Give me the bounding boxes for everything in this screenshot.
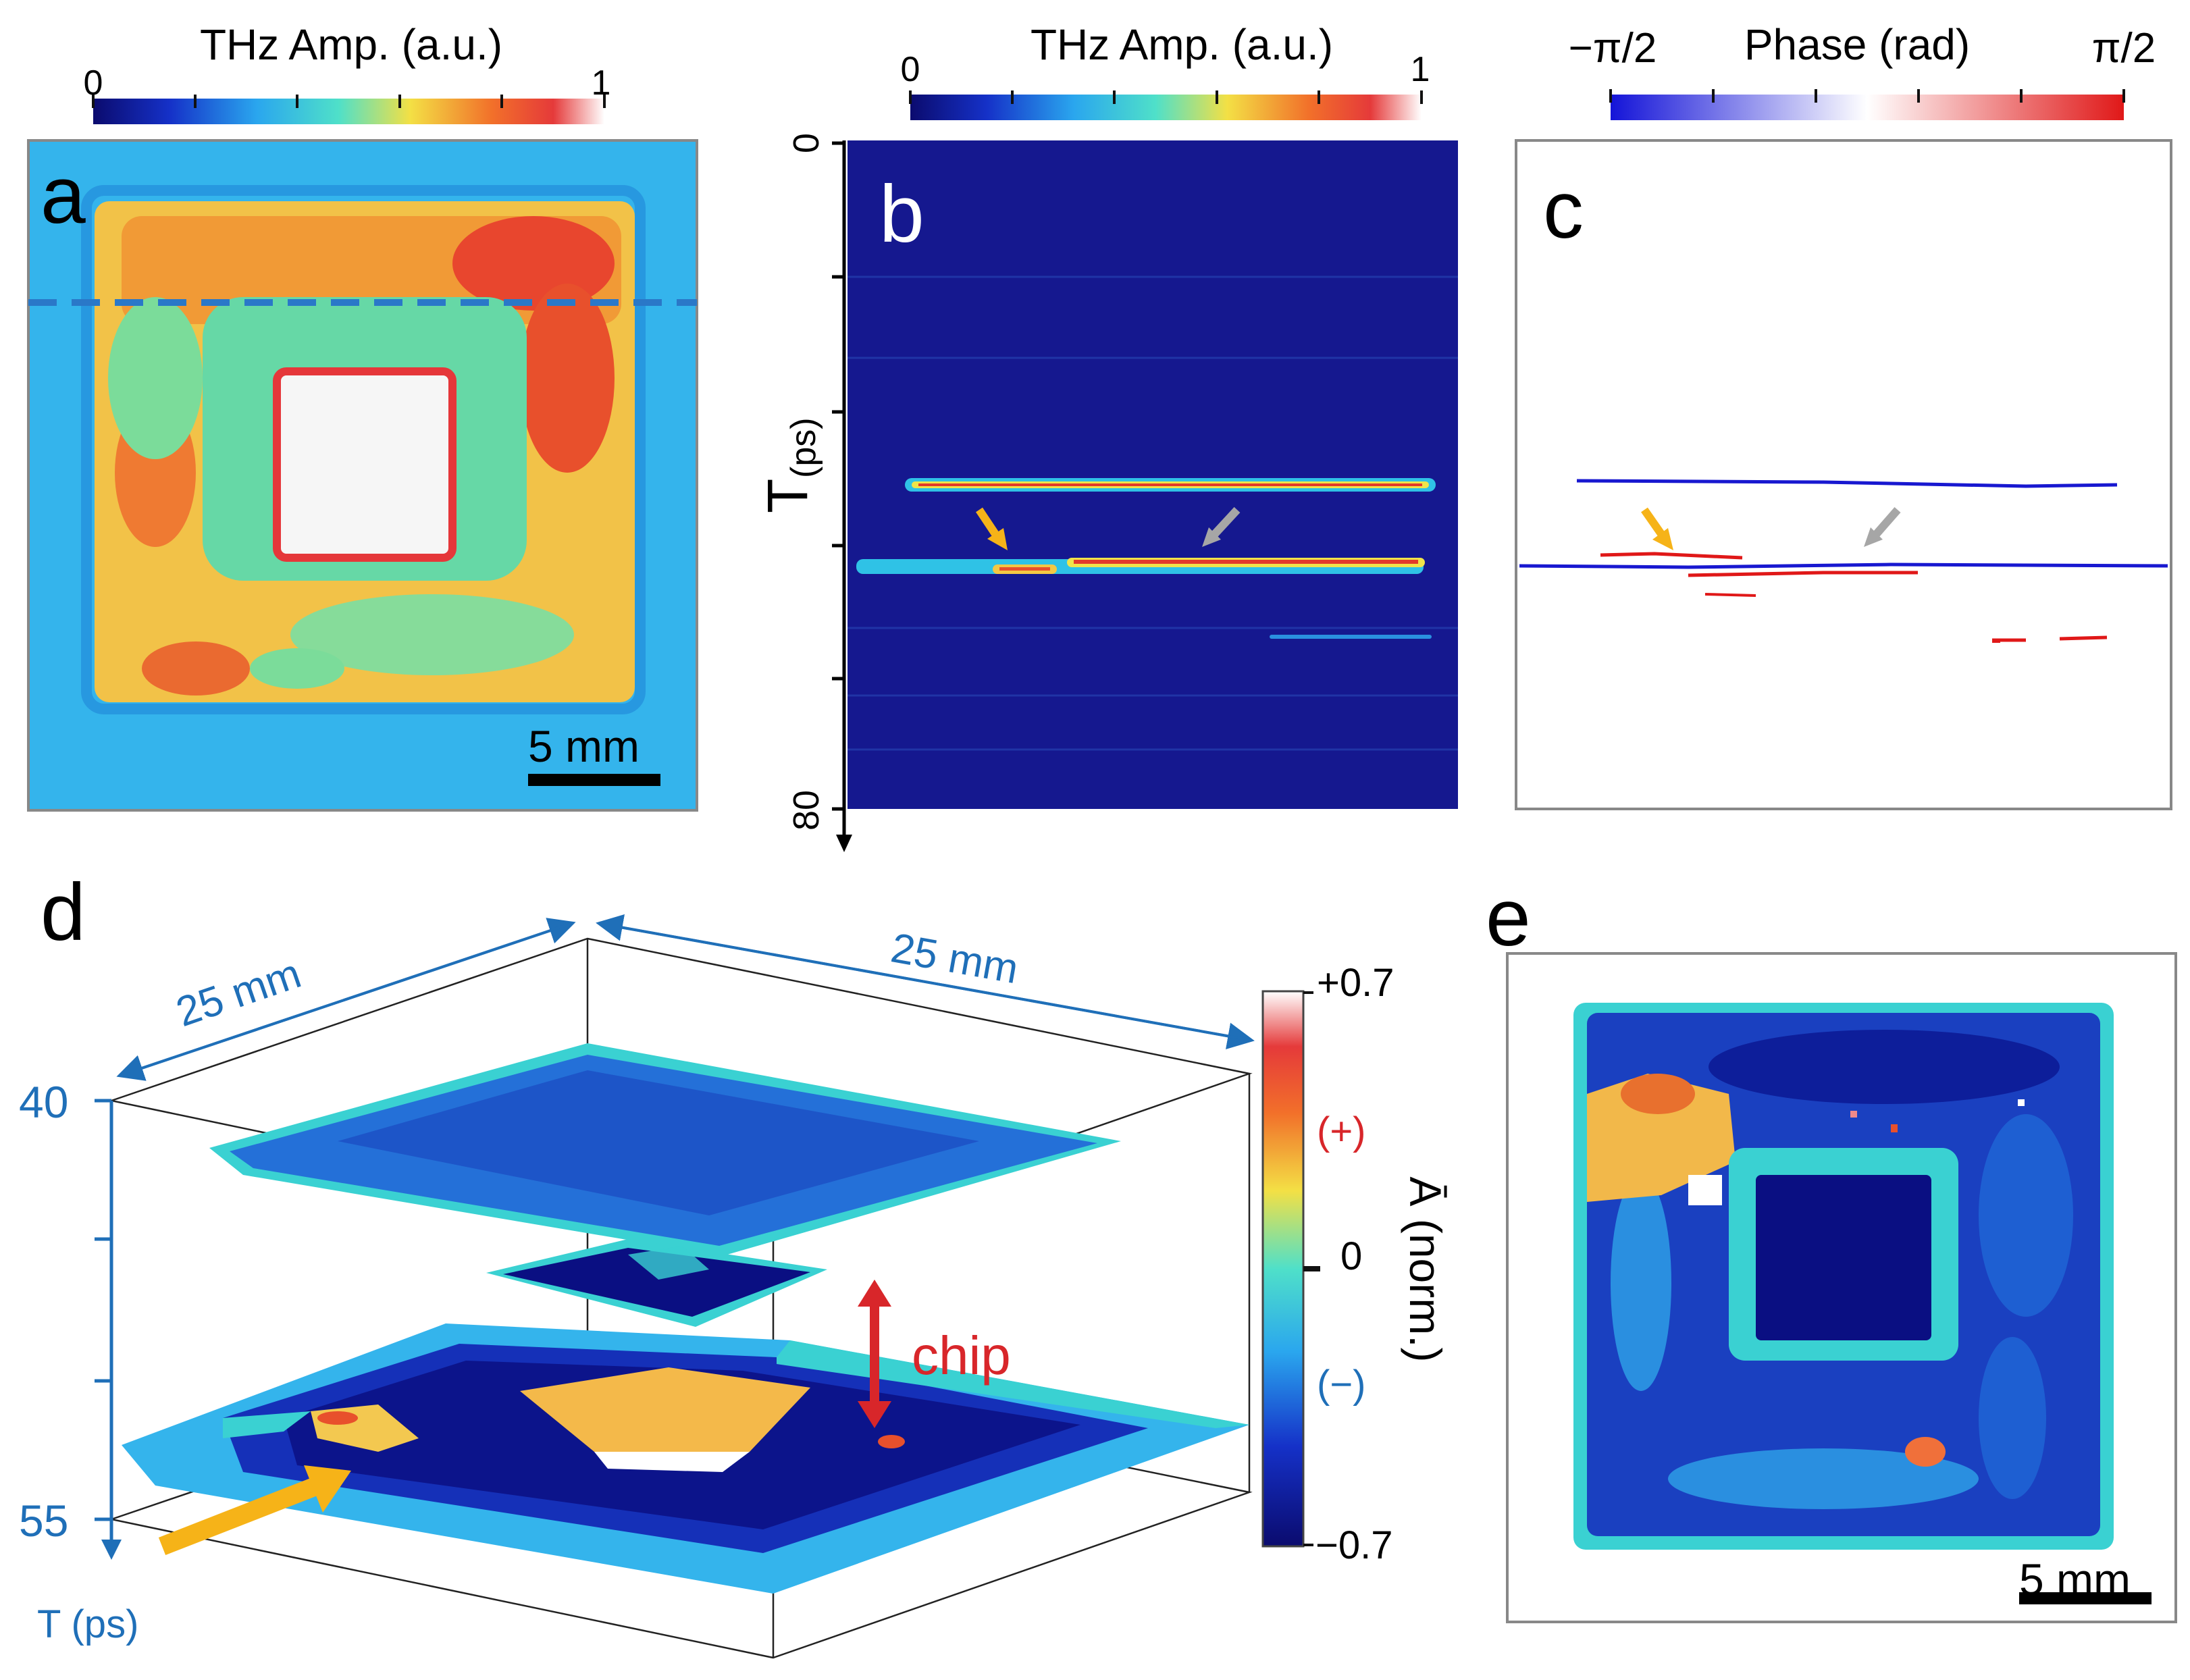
panel-a-scalebar [528,774,660,786]
colorbar-c: −π/2 Phase (rad) π/2 [1569,20,2156,120]
panel-a-letter: a [41,150,86,240]
panel-b-gray-arrow [1209,506,1241,540]
panel-a: a 5 mm [27,139,698,812]
panel-b-axis-start: 0 [786,133,827,153]
colorbar-a-title: THz Amp. (a.u.) [200,20,502,69]
colorbar-c-max: π/2 [2092,25,2156,72]
colorbar-b-gradient [910,95,1422,120]
panel-e-die [1756,1175,1931,1340]
colorbar-c-min: −π/2 [1569,25,1657,72]
panel-c-phase-bottom [1519,562,2168,569]
panel-d-t-top: 40 [19,1077,68,1127]
colorbar-b-min: 0 [901,50,920,89]
colorbar-c-gradient [1611,95,2124,120]
colorbar-d-min: −0.7 [1315,1523,1393,1567]
panel-b: b 0 80 T (ps) [756,133,1458,852]
panel-d-dim-left-label: 25 mm [171,950,307,1036]
panel-e-letter: e [1486,872,1531,963]
panel-e-scalebar [2019,1592,2152,1604]
panel-b-axis-unit: (ps) [784,417,823,478]
panel-e-defect [1587,1074,1736,1202]
colorbar-d-gradient [1261,990,1305,1548]
panel-d-orange-arrow [158,1476,321,1556]
panel-a-scalebar-label: 5 mm [528,721,640,771]
colorbar-c-title: Phase (rad) [1744,20,1970,69]
panel-b-axis-label: T [756,479,819,513]
panel-c-phase-top [1576,479,2118,488]
colorbar-a-gradient [93,99,604,124]
panel-c-background [1515,139,2172,810]
colorbar-d-minus: (−) [1317,1363,1366,1407]
panel-d-die-region [520,1367,810,1452]
panel-a-die [273,367,457,562]
colorbar-d-label: Ā (norm.) [1401,1176,1451,1362]
panel-b-axis-end: 80 [786,790,827,831]
colorbar-d-plus: (+) [1317,1109,1366,1153]
panel-d: d chip [19,867,1451,1659]
colorbar-b-title: THz Amp. (a.u.) [1031,20,1333,69]
panel-d-chip-label: chip [912,1325,1011,1386]
colorbar-b-max: 1 [1411,50,1430,89]
panel-b-background [848,140,1458,809]
panel-c: c [1515,139,2172,810]
panel-b-letter: b [879,169,924,259]
colorbar-d-max: +0.7 [1317,961,1394,1005]
panel-c-letter: c [1543,165,1584,255]
panel-e: e 5 mm [1486,872,2177,1623]
colorbar-b: THz Amp. (a.u.) 0 1 [901,20,1430,120]
panel-c-gray-arrow [1871,507,1901,540]
colorbar-a: THz Amp. (a.u.) 0 1 [84,20,611,124]
panel-d-letter: d [41,867,86,957]
panel-d-dim-right-label: 25 mm [887,924,1022,993]
panel-d-t-axis-label: T (ps) [37,1602,138,1646]
panel-d-t-bottom: 55 [19,1496,68,1546]
colorbar-a-max: 1 [592,63,611,103]
colorbar-d-mid: 0 [1340,1234,1362,1278]
